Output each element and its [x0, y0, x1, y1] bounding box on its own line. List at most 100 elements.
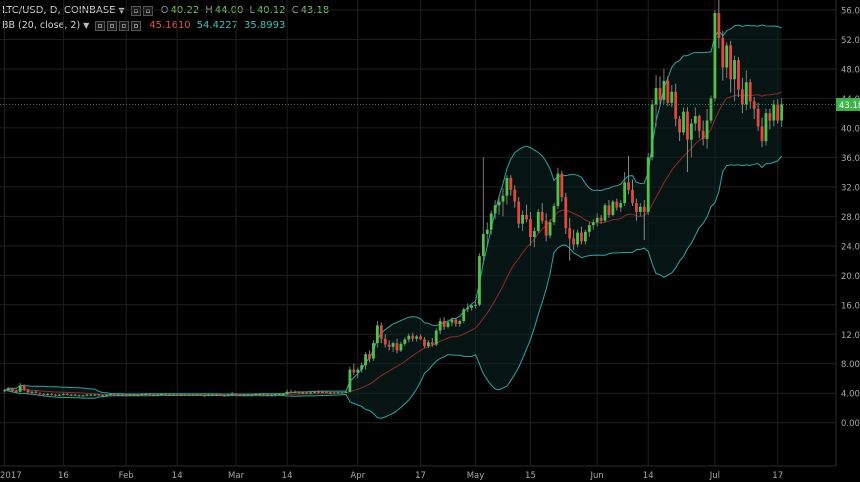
candle-body [438, 320, 442, 331]
candle-body [321, 391, 324, 393]
candle-body [615, 201, 619, 208]
candle-body [434, 330, 438, 345]
candle-body [741, 89, 744, 105]
bb-upper-value: 45.1610 [149, 20, 191, 31]
candle-body [748, 82, 752, 102]
candle-body [572, 238, 576, 245]
candle-body [113, 393, 116, 395]
candle-body [497, 201, 501, 206]
candle-body [764, 113, 768, 142]
candle-body [179, 394, 183, 396]
candle-body [485, 229, 489, 235]
candle-body [686, 111, 689, 140]
candle-body [752, 101, 756, 109]
candle-body [226, 394, 230, 396]
candle-body [348, 369, 352, 392]
candle-body [654, 88, 658, 105]
candle-body [568, 228, 572, 239]
candle-body [148, 393, 152, 395]
time-tick-label: 17 [772, 471, 783, 481]
candle-body [116, 394, 120, 396]
symbol-title[interactable]: LTC/USD, D, COINBASE [2, 5, 116, 16]
candle-body [470, 305, 473, 308]
price-tick-label: 8.00 [841, 360, 860, 370]
settings-icon[interactable] [130, 5, 141, 16]
time-tick-label: May [467, 471, 485, 481]
candle-body [289, 391, 293, 393]
indicator-settings-icon[interactable] [107, 20, 118, 31]
candle-body [466, 307, 470, 310]
candle-body [407, 335, 411, 340]
price-tick-label: 16.00 [841, 301, 860, 311]
candle-body [242, 394, 246, 396]
candle-body [713, 12, 717, 99]
chevron-down-icon[interactable]: ▼ [118, 6, 125, 15]
candle-body [423, 339, 426, 347]
candle-body [218, 394, 222, 396]
candle-body [387, 344, 391, 347]
candle-body [705, 120, 709, 139]
candle-body [411, 335, 415, 339]
candle-body [270, 394, 273, 396]
candle-body [372, 343, 375, 359]
candle-body [587, 225, 591, 232]
time-tick-label: Jul [709, 471, 720, 481]
time-tick-label: Apr [350, 471, 365, 481]
candle-body [403, 339, 407, 344]
candle-body [548, 222, 552, 236]
candle-body [509, 178, 513, 190]
candle-body [725, 45, 729, 68]
candle-body [607, 205, 611, 215]
candle-body [277, 393, 281, 395]
price-tick-label: 32.00 [841, 183, 860, 193]
candle-body [611, 201, 615, 215]
candle-body [230, 393, 234, 395]
candle-body [65, 393, 69, 395]
close-label: C [291, 5, 299, 16]
candle-body [375, 325, 379, 344]
hide-icon[interactable] [142, 5, 153, 16]
candle-body [73, 394, 77, 396]
candle-body [564, 197, 568, 229]
candle-body [599, 217, 603, 221]
candle-body [415, 336, 419, 339]
candle-body [721, 37, 725, 68]
indicator-chevron-icon[interactable]: ▼ [83, 21, 90, 30]
candle-body [481, 234, 485, 257]
bb-fill [4, 25, 782, 419]
candle-body [266, 394, 269, 396]
candle-body [623, 182, 627, 204]
candle-body [642, 206, 646, 212]
candle-body [81, 395, 85, 397]
candle-body [22, 385, 26, 390]
indicator-eye-icon[interactable] [95, 20, 106, 31]
candle-body [674, 91, 678, 120]
candle-body [627, 182, 630, 190]
candle-body [344, 391, 348, 393]
indicator-title[interactable]: BB (20, close, 2) [2, 20, 81, 31]
candle-body [250, 394, 254, 396]
candle-body [160, 393, 163, 395]
candle-body [175, 394, 179, 396]
price-tick-label: 12.00 [841, 331, 860, 341]
open-value: 40.22 [170, 5, 200, 16]
candle-body [187, 394, 191, 396]
candle-body [658, 88, 662, 100]
price-tick-label: 0.00 [841, 419, 860, 429]
price-tick-label: 24.00 [841, 242, 860, 252]
indicator-more-icon[interactable] [131, 20, 142, 31]
candle-body [18, 385, 22, 392]
candle-body [61, 393, 65, 395]
candle-body [199, 394, 203, 396]
candle-body [584, 231, 587, 242]
candle-body [211, 394, 214, 396]
price-tick-label: 52.00 [841, 36, 860, 46]
candle-body [34, 391, 38, 394]
candle-body [3, 390, 6, 392]
candle-body [26, 389, 30, 393]
candle-body [46, 393, 50, 395]
bb-lower-value: 35.8993 [244, 20, 286, 31]
candle-body [246, 394, 250, 396]
candle-body [167, 394, 171, 396]
